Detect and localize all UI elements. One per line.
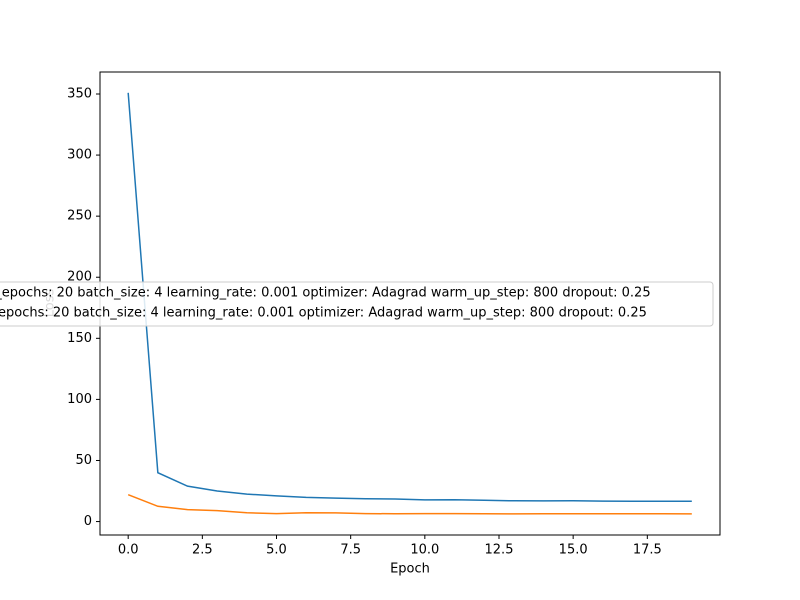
legend-label: epochs: 20 batch_size: 4 learning_rate: … [0,306,647,321]
legend-label: n_epochs: 20 batch_size: 4 learning_rate… [0,286,651,301]
line-series [127,493,692,515]
x-tick-label: 0.0 [118,543,139,558]
y-tick-label: 350 [67,86,92,101]
x-tick-label: 5.0 [266,543,287,558]
x-tick-label: 15.0 [559,543,588,558]
x-axis-label: Epoch [390,562,430,577]
legend-box [0,281,714,327]
x-tick-label: 12.5 [485,543,514,558]
y-tick-label: 150 [67,331,92,346]
y-tick-label: 250 [67,209,92,224]
y-tick-label: 200 [67,270,92,285]
y-tick-label: 50 [75,453,92,468]
y-tick-label: 0 [84,514,92,529]
line-series [127,92,692,503]
y-tick-label: 300 [67,148,92,163]
y-tick-label: 100 [67,392,92,407]
x-tick-label: 10.0 [410,543,439,558]
x-tick-label: 17.5 [633,543,662,558]
x-tick-label: 2.5 [192,543,213,558]
x-tick-label: 7.5 [340,543,361,558]
